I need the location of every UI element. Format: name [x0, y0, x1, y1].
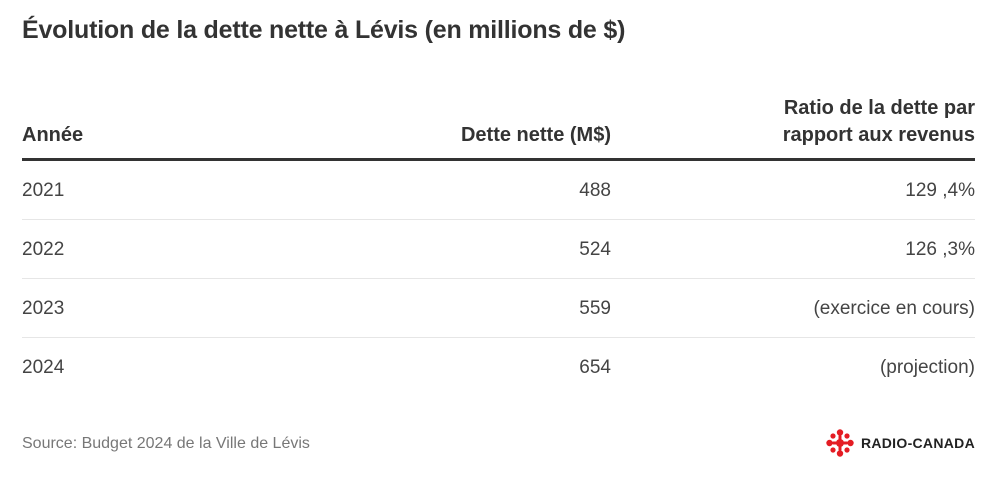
source-note: Source: Budget 2024 de la Ville de Lévis — [22, 435, 310, 452]
cell-debt: 524 — [579, 239, 611, 260]
table-row: 2023 559 (exercice en cours) — [22, 279, 975, 338]
cell-year: 2024 — [22, 357, 65, 378]
table-row: 2021 488 129 ,4% — [22, 161, 975, 220]
cell-year: 2022 — [22, 239, 65, 260]
table-row: 2022 524 126 ,3% — [22, 220, 975, 279]
header-debt: Dette nette (M$) — [460, 124, 611, 146]
brand-name: RADIO-CANADA — [860, 435, 975, 451]
brand-logo: RADIO-CANADA — [825, 428, 975, 458]
header-ratio: Ratio de la dette par rapport aux revenu… — [715, 95, 975, 149]
data-table: Année Dette nette (M$) Ratio de la dette… — [22, 94, 975, 396]
cell-year: 2021 — [22, 180, 65, 201]
cell-debt: 488 — [579, 180, 611, 201]
cell-ratio: (projection) — [879, 357, 975, 378]
cell-ratio: (exercice en cours) — [813, 298, 975, 319]
cell-debt: 559 — [579, 298, 611, 319]
cell-debt: 654 — [579, 357, 611, 378]
chart-title: Évolution de la dette nette à Lévis (en … — [22, 16, 626, 44]
radio-canada-gem-icon — [826, 429, 854, 457]
cell-year: 2023 — [22, 298, 65, 319]
cell-ratio: 126 ,3% — [905, 239, 975, 260]
header-ratio-line1: Ratio de la dette par — [783, 97, 975, 119]
table-row: 2024 654 (projection) — [22, 338, 975, 396]
header-ratio-line2: rapport aux revenus — [782, 124, 975, 146]
cell-ratio: 129 ,4% — [905, 180, 975, 201]
header-year: Année — [22, 124, 84, 146]
table-header: Année Dette nette (M$) Ratio de la dette… — [22, 94, 975, 161]
